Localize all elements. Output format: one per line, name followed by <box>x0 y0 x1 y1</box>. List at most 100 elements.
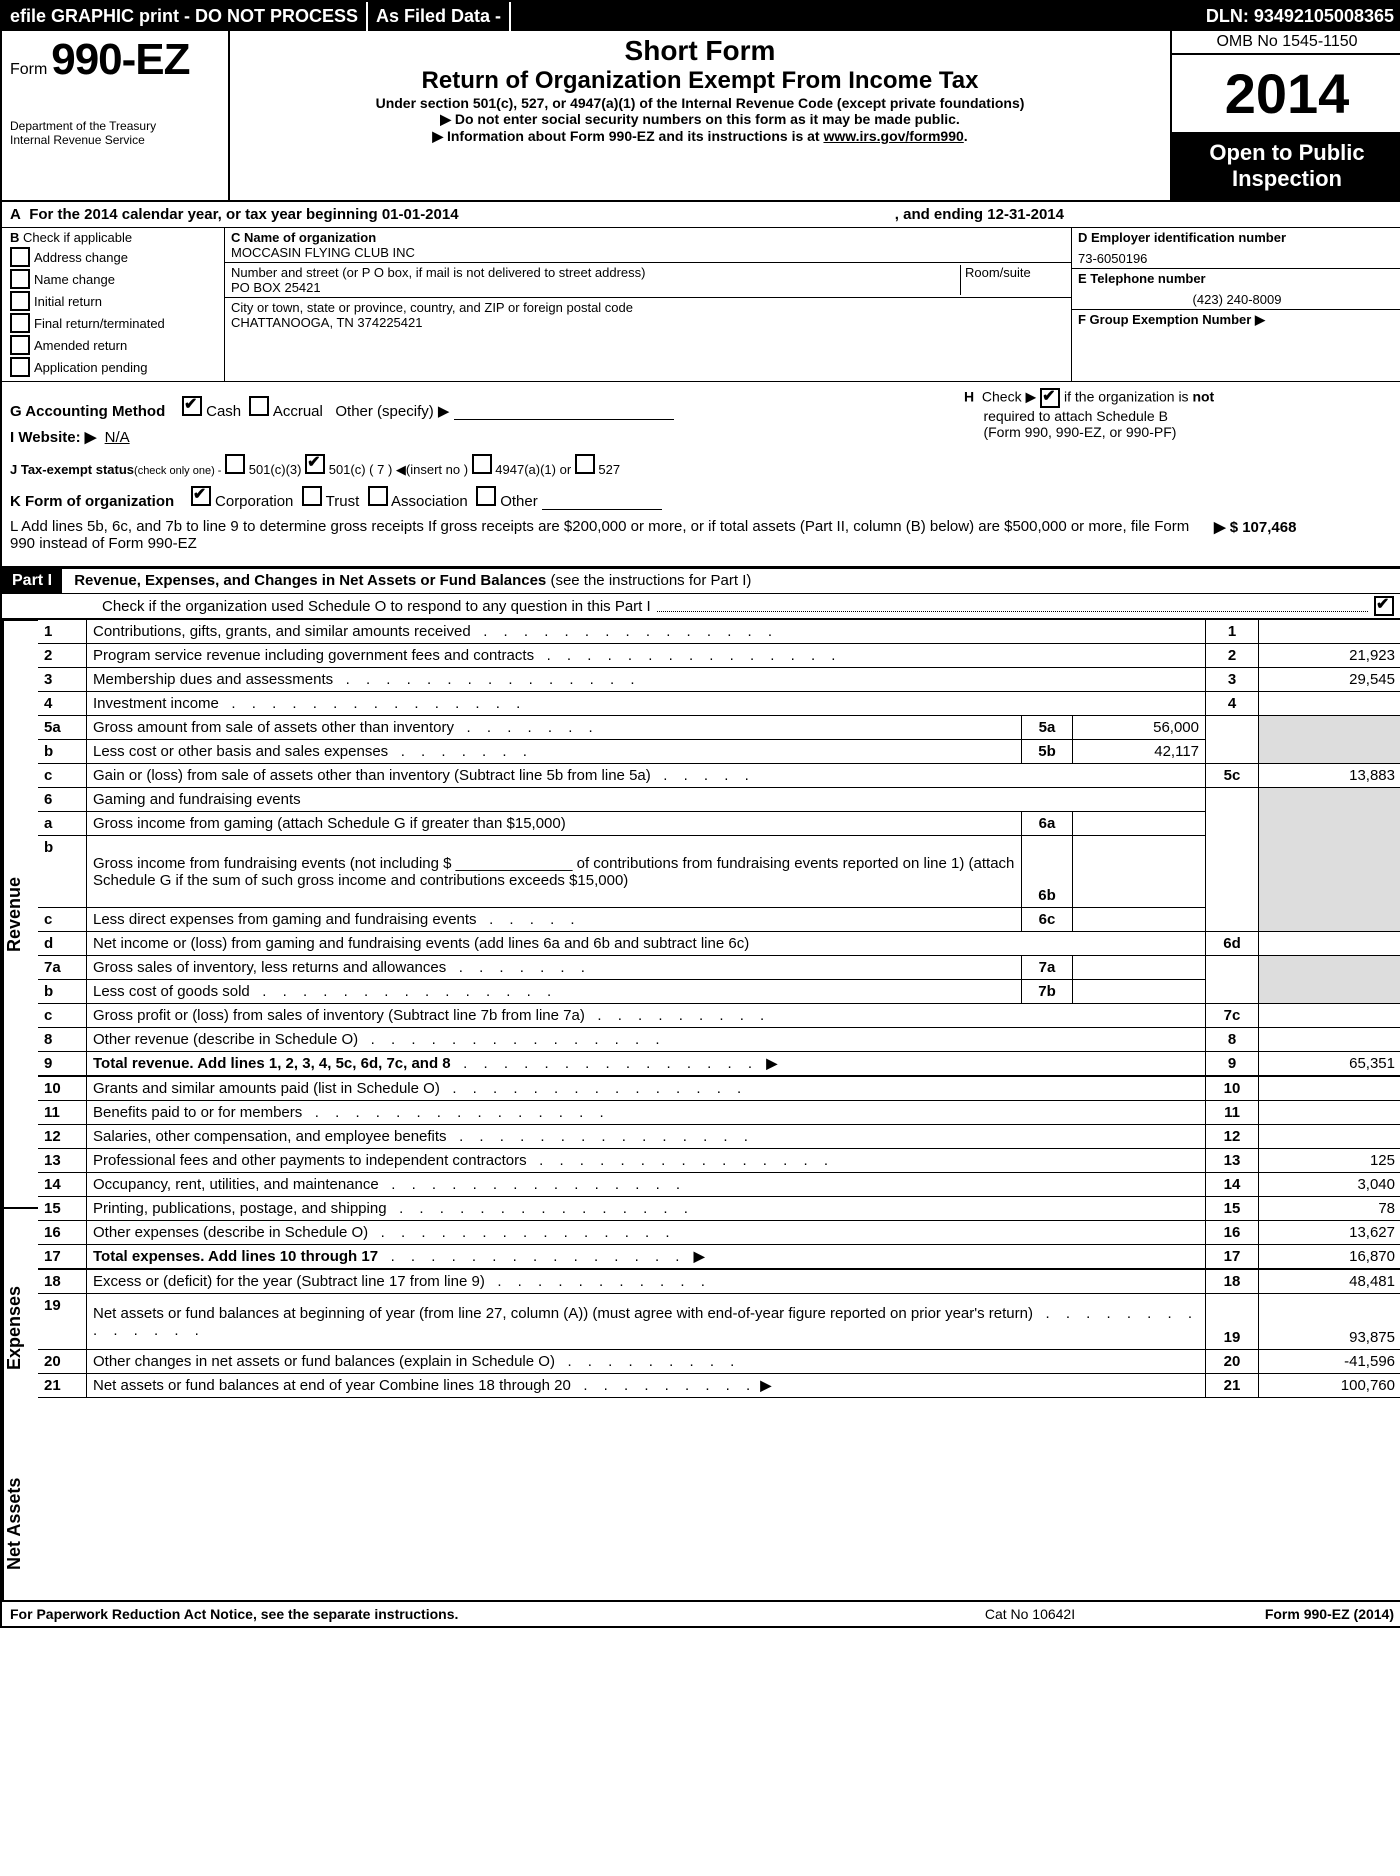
form-subtitle: Under section 501(c), 527, or 4947(a)(1)… <box>238 95 1162 111</box>
table-row: b Less cost of goods sold . . . . . . . … <box>38 980 1400 1004</box>
section-ghijkl: H Check ▶ if the organization is not req… <box>2 382 1400 567</box>
cb-label-5: Application pending <box>34 360 147 375</box>
cb-label-3: Final return/terminated <box>34 316 165 331</box>
section-a: A For the 2014 calendar year, or tax yea… <box>2 202 1400 228</box>
checkbox-501c3[interactable] <box>225 454 245 474</box>
title-cell: Short Form Return of Organization Exempt… <box>230 31 1170 200</box>
j-527: 527 <box>598 462 620 477</box>
k-corp: Corporation <box>215 493 293 510</box>
year-cell: OMB No 1545-1150 2014 Open to Public Ins… <box>1170 31 1400 200</box>
j-4947: 4947(a)(1) or <box>495 462 571 477</box>
header: Form 990-EZ Department of the Treasury I… <box>2 31 1400 202</box>
checkbox-assoc[interactable] <box>368 486 388 506</box>
checkbox-other[interactable] <box>476 486 496 506</box>
footer: For Paperwork Reduction Act Notice, see … <box>2 1600 1400 1626</box>
checkbox-trust[interactable] <box>302 486 322 506</box>
checkbox-final-return[interactable] <box>10 313 30 333</box>
k-other-input[interactable] <box>542 509 662 510</box>
l-text: L Add lines 5b, 6c, and 7b to line 9 to … <box>10 518 1194 552</box>
section-b-checkif: Check if applicable <box>23 230 132 245</box>
k-trust: Trust <box>326 493 360 510</box>
part1-check-text: Check if the organization used Schedule … <box>102 598 651 615</box>
org-street: PO BOX 25421 <box>231 280 960 295</box>
asfiled-label: As Filed Data - <box>368 2 511 31</box>
checkbox-application-pending[interactable] <box>10 357 30 377</box>
part1-label: Part I <box>2 569 62 593</box>
table-row: b Less cost or other basis and sales exp… <box>38 740 1400 764</box>
dln-value: 93492105008365 <box>1254 6 1394 26</box>
table-row: 13 Professional fees and other payments … <box>38 1149 1400 1173</box>
part1-check-line: Check if the organization used Schedule … <box>2 594 1400 619</box>
checkbox-schedule-o[interactable] <box>1374 596 1394 616</box>
ein-value: 73-6050196 <box>1078 251 1396 266</box>
section-def: D Employer identification number 73-6050… <box>1071 228 1400 381</box>
table-row: 20 Other changes in net assets or fund b… <box>38 1350 1400 1374</box>
h-check: Check ▶ <box>982 389 1036 405</box>
checkbox-cash[interactable] <box>182 396 202 416</box>
short-form: Short Form <box>238 35 1162 67</box>
j-label: J Tax-exempt status <box>10 462 134 477</box>
cb-label-0: Address change <box>34 250 128 265</box>
instruction-1: ▶ Do not enter social security numbers o… <box>238 111 1162 128</box>
open-line2: Inspection <box>1176 166 1398 192</box>
checkbox-initial-return[interactable] <box>10 291 30 311</box>
tax-year: 2014 <box>1172 55 1400 132</box>
g-other-input[interactable] <box>454 419 674 420</box>
table-row: 3 Membership dues and assessments . . . … <box>38 668 1400 692</box>
checkbox-corp[interactable] <box>191 486 211 506</box>
checkbox-h[interactable] <box>1040 388 1060 408</box>
table-row: 1 Contributions, gifts, grants, and simi… <box>38 620 1400 644</box>
checkbox-4947[interactable] <box>472 454 492 474</box>
section-l: L Add lines 5b, 6c, and 7b to line 9 to … <box>10 518 1394 552</box>
h-line2: required to attach Schedule B <box>983 408 1167 424</box>
instruction-2: ▶ Information about Form 990-EZ and its … <box>238 128 1162 145</box>
table-row: c Gross profit or (loss) from sales of i… <box>38 1004 1400 1028</box>
h-line3: (Form 990, 990-EZ, or 990-PF) <box>983 424 1176 440</box>
g-label: G Accounting Method <box>10 403 165 420</box>
table-row: c Less direct expenses from gaming and f… <box>38 908 1400 932</box>
table-row: 5a Gross amount from sale of assets othe… <box>38 716 1400 740</box>
org-name: MOCCASIN FLYING CLUB INC <box>231 245 1065 260</box>
side-revenue: Revenue <box>2 619 38 1207</box>
table-row: 9 Total revenue. Add lines 1, 2, 3, 4, 5… <box>38 1052 1400 1077</box>
line-text: Contributions, gifts, grants, and simila… <box>93 623 471 640</box>
lines-table: 1 Contributions, gifts, grants, and simi… <box>38 619 1400 1398</box>
dots-icon: . . . . . . . . . . . . . . . <box>483 623 778 640</box>
block-bcd: B Check if applicable Address change Nam… <box>2 228 1400 382</box>
table-row: 18 Excess or (deficit) for the year (Sub… <box>38 1269 1400 1294</box>
part1-paren: (see the instructions for Part I) <box>550 572 751 589</box>
cb-label-2: Initial return <box>34 294 102 309</box>
table-row: 12 Salaries, other compensation, and emp… <box>38 1125 1400 1149</box>
form-page: efile GRAPHIC print - DO NOT PROCESS As … <box>0 0 1400 1628</box>
k-other: Other <box>500 493 538 510</box>
cb-label-4: Amended return <box>34 338 127 353</box>
line-box: 1 <box>1206 620 1259 644</box>
table-row: b Gross income from fundraising events (… <box>38 836 1400 908</box>
h-not: not <box>1192 389 1214 405</box>
table-row: 21 Net assets or fund balances at end of… <box>38 1374 1400 1398</box>
checkbox-527[interactable] <box>575 454 595 474</box>
irs-link[interactable]: www.irs.gov/form990 <box>823 128 963 144</box>
form-number-cell: Form 990-EZ Department of the Treasury I… <box>2 31 230 200</box>
section-b: B Check if applicable Address change Nam… <box>2 228 225 381</box>
c-name-label: C Name of organization <box>231 230 1065 245</box>
checkbox-accrual[interactable] <box>249 396 269 416</box>
k-assoc: Association <box>391 493 468 510</box>
table-row: a Gross income from gaming (attach Sched… <box>38 812 1400 836</box>
k-label: K Form of organization <box>10 493 174 510</box>
section-a-ending: , and ending 12-31-2014 <box>895 206 1064 223</box>
instruction-2-pre: ▶ Information about Form 990-EZ and its … <box>432 128 823 144</box>
table-row: 8 Other revenue (describe in Schedule O)… <box>38 1028 1400 1052</box>
checkbox-address-change[interactable] <box>10 247 30 267</box>
checkbox-name-change[interactable] <box>10 269 30 289</box>
form-word: Form <box>10 61 47 78</box>
table-row: 15 Printing, publications, postage, and … <box>38 1197 1400 1221</box>
checkbox-amended[interactable] <box>10 335 30 355</box>
table-row: 7a Gross sales of inventory, less return… <box>38 956 1400 980</box>
section-b-label: B <box>10 230 19 245</box>
section-k: K Form of organization Corporation Trust… <box>10 486 1394 510</box>
c-city-label: City or town, state or province, country… <box>231 300 633 315</box>
form-title: Return of Organization Exempt From Incom… <box>238 67 1162 95</box>
checkbox-501c[interactable] <box>305 454 325 474</box>
phone-value: (423) 240-8009 <box>1078 292 1396 307</box>
